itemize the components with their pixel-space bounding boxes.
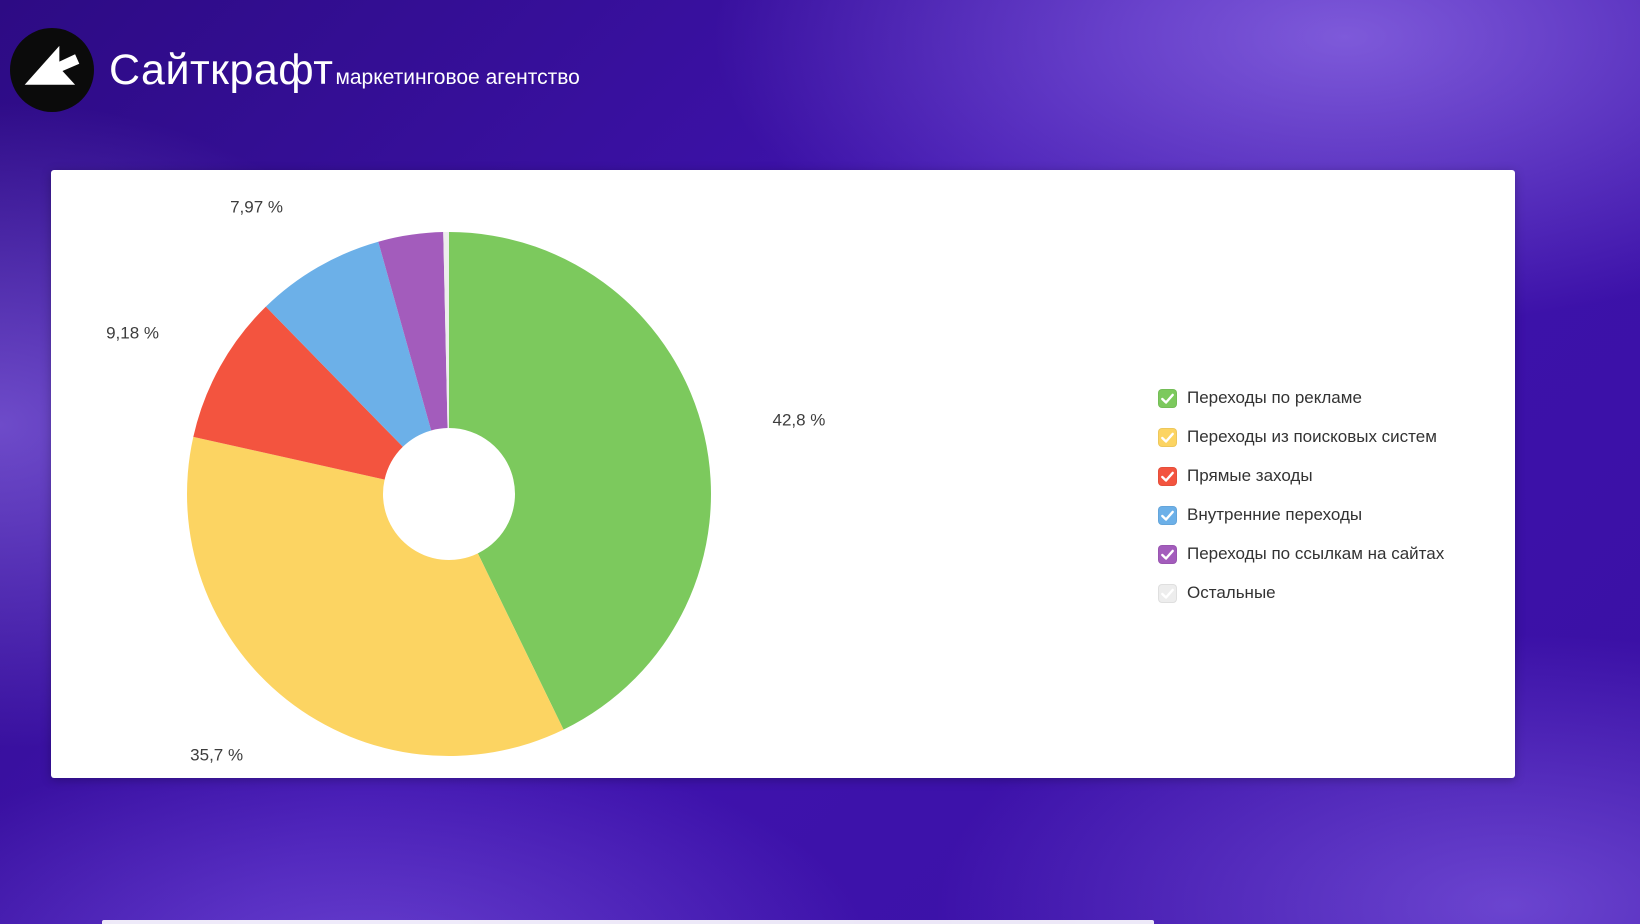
legend-label: Остальные	[1187, 583, 1276, 602]
legend-checkbox[interactable]	[1158, 388, 1177, 408]
legend-item-5[interactable]: Остальные	[1158, 583, 1444, 603]
traffic-sources-donut-chart: 42,8 % 35,7 % 9,18 % 7,97 %	[106, 198, 826, 765]
pie-slice-4[interactable]	[378, 232, 448, 431]
logo	[10, 28, 94, 112]
check-icon	[1161, 471, 1174, 482]
brand-title: Сайткрафт	[109, 45, 334, 94]
chart-legend: Переходы по рекламе Переходы из поисковых…	[1158, 388, 1444, 603]
legend-label: Прямые заходы	[1187, 466, 1313, 485]
header: Сайткрафт маркетинговое агентство	[10, 28, 580, 112]
slice-percent-label: 35,7 %	[190, 745, 243, 764]
legend-checkbox[interactable]	[1158, 583, 1177, 603]
legend-checkbox[interactable]	[1158, 427, 1177, 447]
bottom-edge-highlight	[102, 920, 1154, 924]
pie-slice-5[interactable]	[443, 231, 449, 429]
pie-slice-1[interactable]	[187, 436, 564, 756]
slice-percent-label: 9,18 %	[106, 323, 159, 342]
legend-item-3[interactable]: Внутренние переходы	[1158, 505, 1444, 525]
legend-checkbox[interactable]	[1158, 544, 1177, 564]
legend-label: Переходы по ссылкам на сайтах	[1187, 544, 1445, 563]
legend-checkbox[interactable]	[1158, 466, 1177, 486]
legend-label: Внутренние переходы	[1187, 505, 1363, 524]
legend-label: Переходы по рекламе	[1187, 388, 1362, 407]
pie-slice-3[interactable]	[265, 241, 432, 447]
brand-subtitle: маркетинговое агентство	[335, 65, 580, 89]
legend-item-0[interactable]: Переходы по рекламе	[1158, 388, 1444, 408]
legend-item-2[interactable]: Прямые заходы	[1158, 466, 1444, 486]
check-icon	[1161, 432, 1174, 443]
logo-text: Сайткрафт маркетинговое агентство	[109, 46, 580, 95]
check-icon	[1161, 549, 1174, 560]
legend-label: Переходы из поисковых систем	[1187, 427, 1437, 446]
slice-percent-label: 42,8 %	[773, 411, 826, 430]
legend-item-1[interactable]: Переходы из поисковых систем	[1158, 427, 1444, 447]
legend-checkbox[interactable]	[1158, 505, 1177, 525]
legend-item-4[interactable]: Переходы по ссылкам на сайтах	[1158, 544, 1444, 564]
pie-slice-0[interactable]	[449, 232, 711, 730]
check-icon	[1161, 510, 1174, 521]
slice-percent-label: 7,97 %	[230, 198, 283, 217]
check-icon	[1161, 588, 1174, 599]
pie-slice-2[interactable]	[193, 306, 403, 480]
check-icon	[1161, 393, 1174, 404]
cursor-arrow-icon	[24, 45, 80, 85]
chart-panel: 42,8 % 35,7 % 9,18 % 7,97 % Переходы по рек…	[51, 170, 1515, 778]
